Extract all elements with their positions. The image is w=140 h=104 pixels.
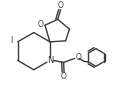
Text: N: N bbox=[47, 56, 53, 65]
Text: O: O bbox=[60, 72, 66, 81]
Text: O: O bbox=[58, 1, 64, 10]
Text: O: O bbox=[37, 20, 43, 29]
Text: O: O bbox=[75, 53, 81, 62]
Text: I: I bbox=[11, 36, 13, 45]
